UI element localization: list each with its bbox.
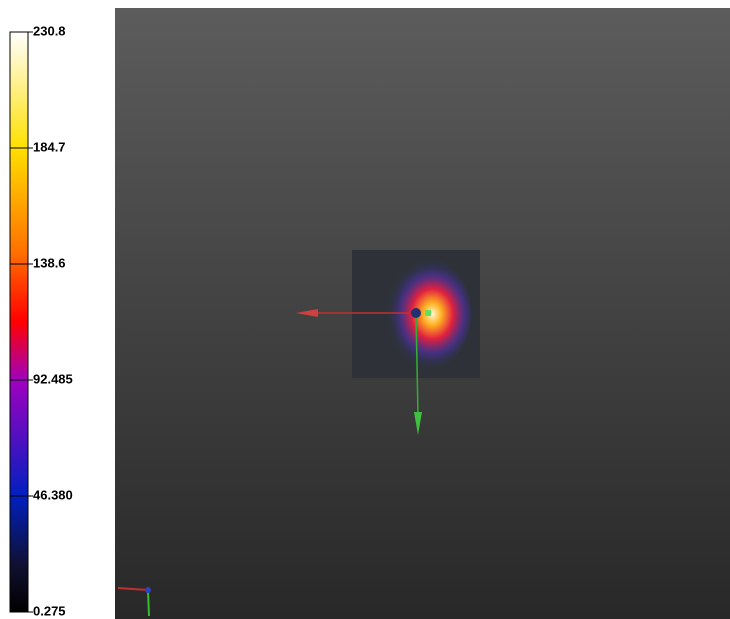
colorbar-tick-label: 138.6 (33, 255, 66, 270)
colorbar (9, 31, 29, 613)
colorbar-tick-label: 92.485 (33, 371, 73, 386)
orientation-y (147, 589, 150, 617)
colorbar-tick-label: 0.275 (33, 603, 66, 618)
orientation-x (117, 587, 149, 591)
y-axis-arrow (415, 312, 419, 416)
colorbar-tick-label: 46.380 (33, 487, 73, 502)
colorbar-tick-label: 184.7 (33, 139, 66, 154)
colorbar-tick-label: 230.8 (33, 23, 66, 38)
center-marker (425, 310, 431, 316)
x-arrow-head (296, 309, 318, 317)
viewport[interactable] (115, 8, 730, 619)
y-arrow-head (414, 412, 422, 435)
origin-marker (411, 308, 421, 318)
orientation-z (145, 587, 151, 593)
